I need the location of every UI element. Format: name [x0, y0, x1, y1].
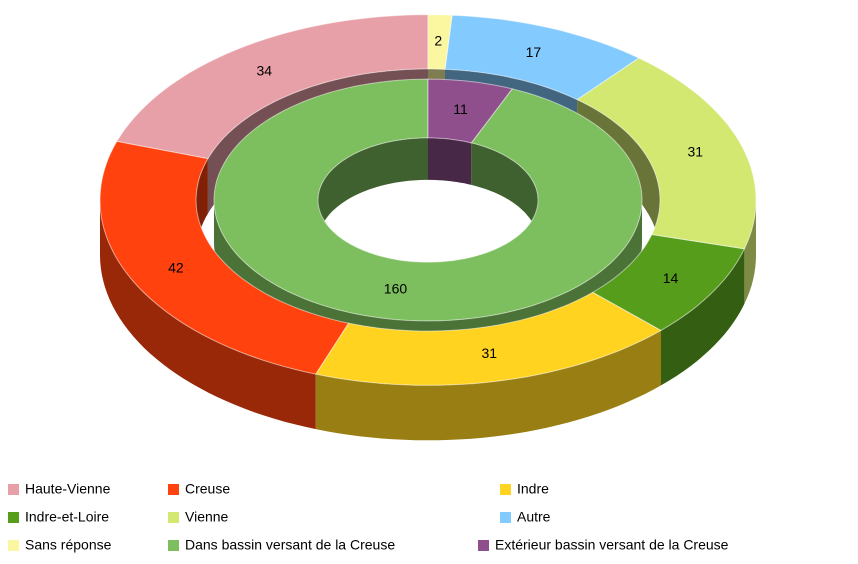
- legend-swatch: [168, 512, 179, 523]
- legend-swatch: [168, 484, 179, 495]
- legend-label: Haute-Vienne: [25, 481, 111, 497]
- slice: [591, 233, 746, 331]
- legend-swatch: [8, 512, 19, 523]
- slice: [99, 140, 350, 375]
- legend-swatch: [168, 540, 179, 551]
- slice: [576, 57, 757, 250]
- data-label: 31: [481, 345, 497, 361]
- legend-swatch: [8, 484, 19, 495]
- slice-side: [100, 200, 316, 430]
- legend-label: Vienne: [185, 509, 229, 525]
- slice: [444, 14, 640, 101]
- legend-label: Sans réponse: [25, 537, 112, 553]
- data-label: 2: [434, 33, 442, 49]
- legend-label: Autre: [517, 509, 551, 525]
- data-label: 31: [687, 143, 703, 159]
- data-label: 14: [663, 270, 679, 286]
- slice-side: [315, 330, 661, 441]
- slice-side: [661, 248, 745, 386]
- slice-inner-wall: [428, 137, 472, 185]
- data-label: 34: [256, 62, 272, 78]
- data-label: 11: [453, 101, 468, 117]
- slice-inner-wall: [318, 137, 428, 242]
- data-label: 160: [384, 280, 408, 296]
- legend-swatch: [500, 512, 511, 523]
- slice: [427, 78, 514, 144]
- legend-label: Creuse: [185, 481, 230, 497]
- legend-label: Indre: [517, 481, 549, 497]
- legend-swatch: [500, 484, 511, 495]
- slice: [314, 291, 663, 386]
- legend-swatch: [8, 540, 19, 551]
- legend-label: Extérieur bassin versant de la Creuse: [495, 537, 729, 553]
- legend-label: Indre-et-Loire: [25, 509, 109, 525]
- data-label: 42: [168, 260, 184, 276]
- data-label: 17: [526, 44, 542, 60]
- legend-label: Dans bassin versant de la Creuse: [185, 537, 395, 553]
- slice: [427, 14, 453, 70]
- legend-swatch: [478, 540, 489, 551]
